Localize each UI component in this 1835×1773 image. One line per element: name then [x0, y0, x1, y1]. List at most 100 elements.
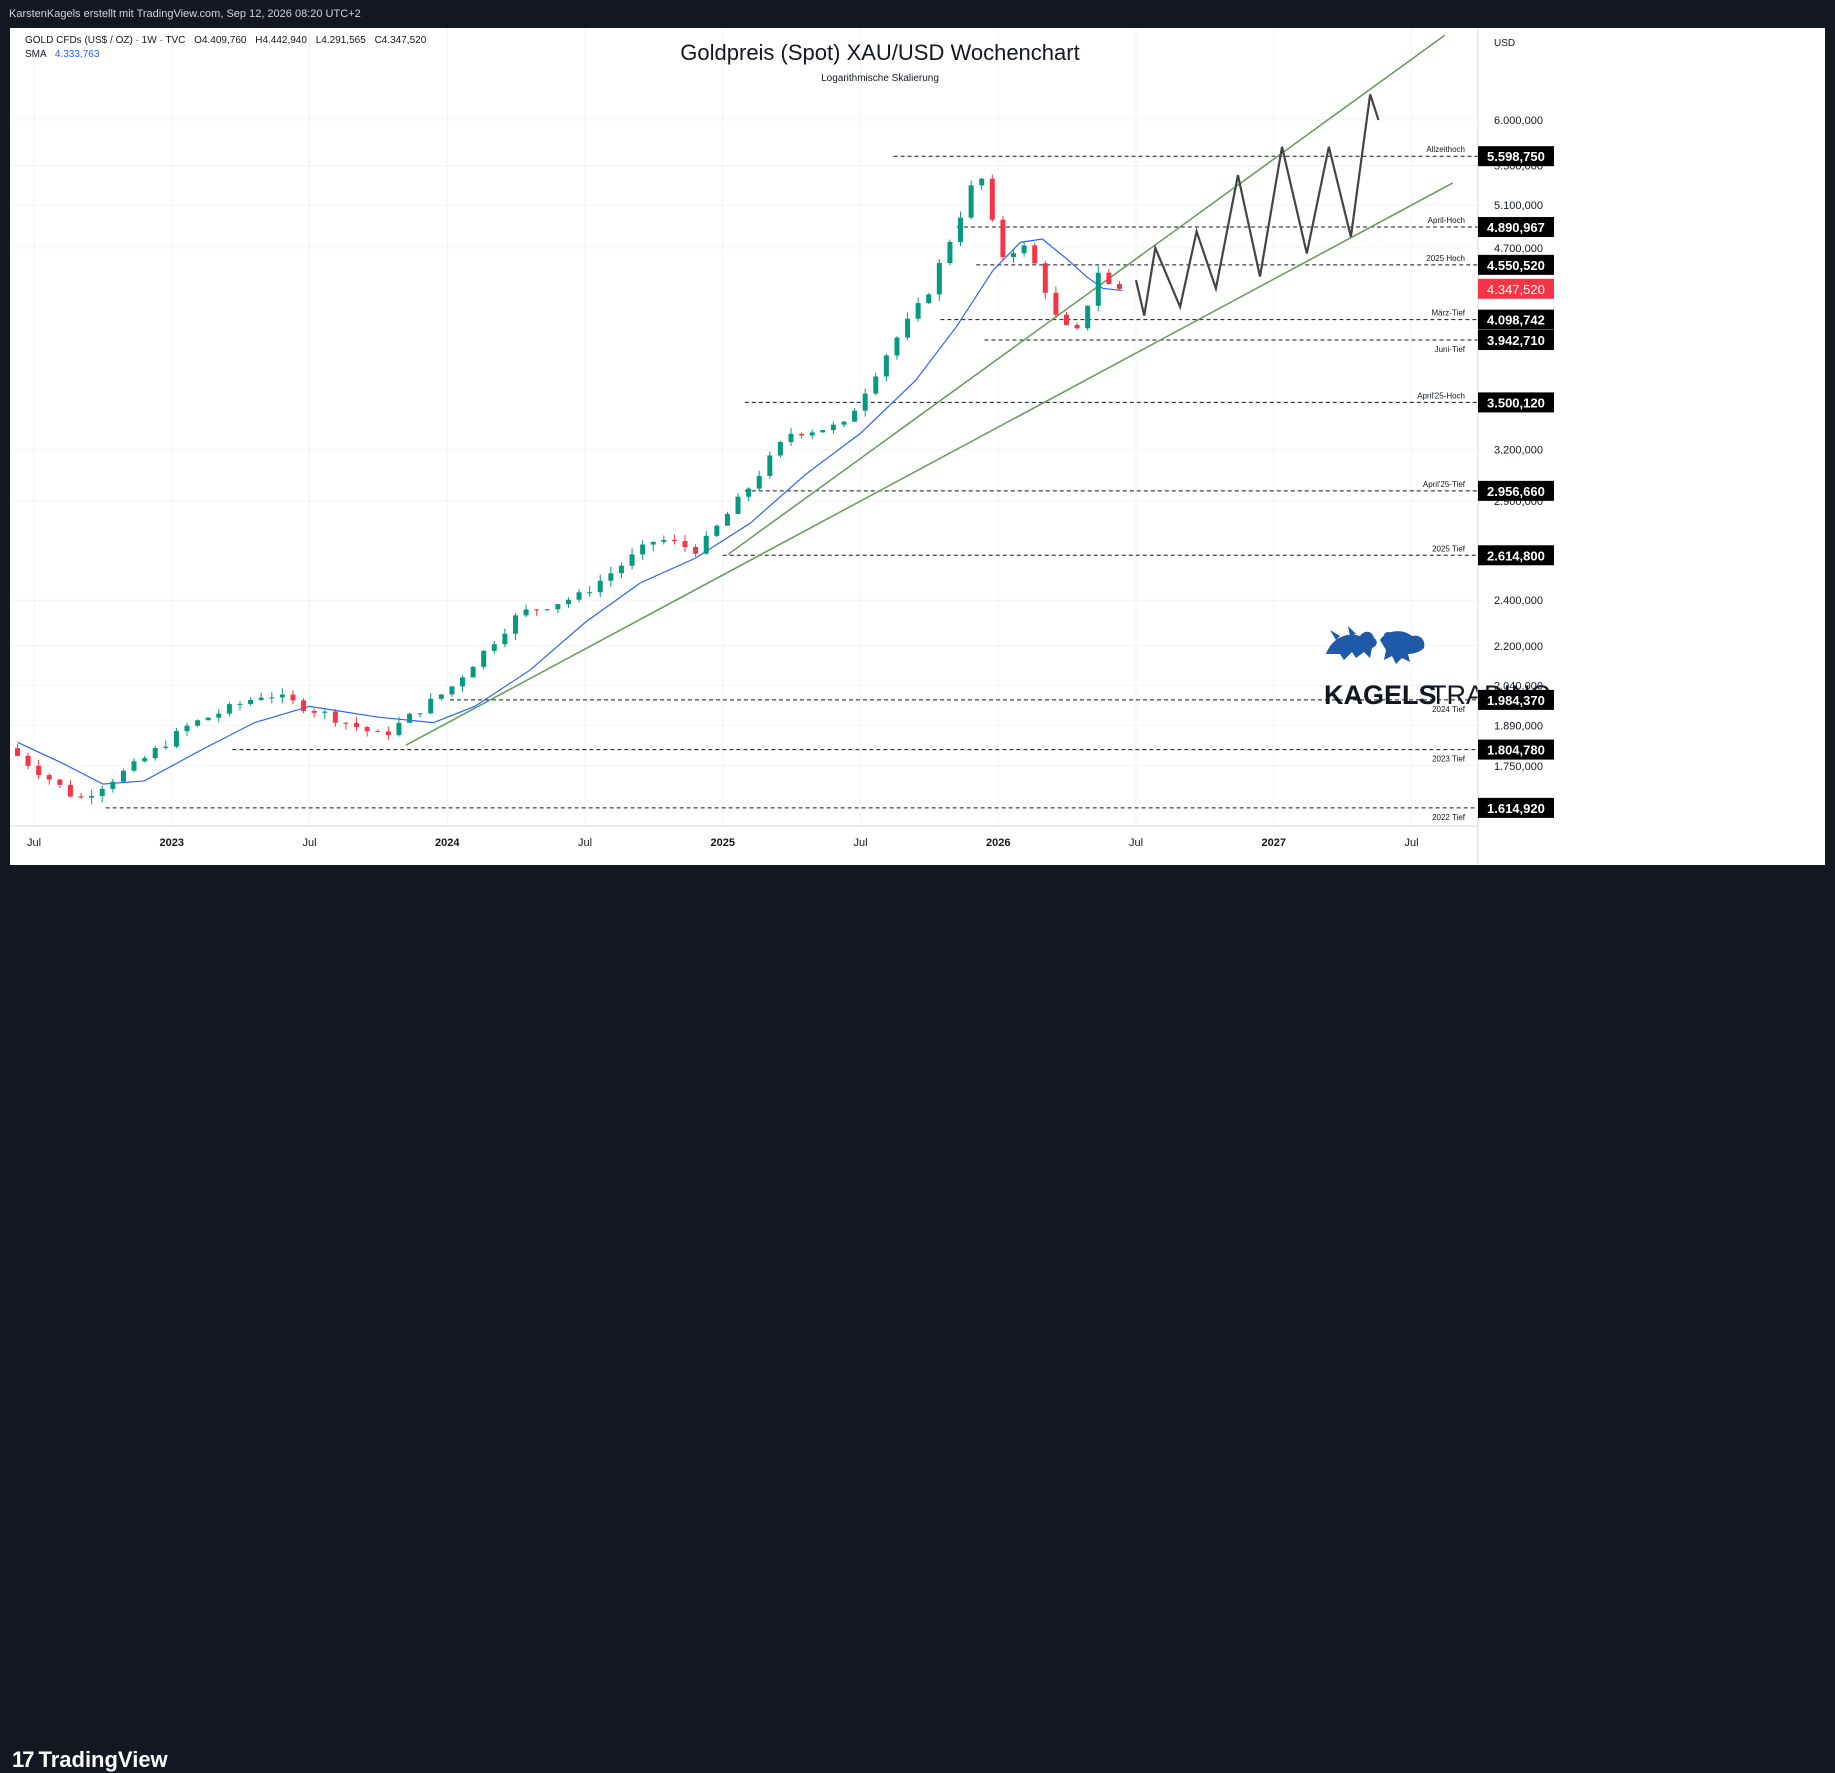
candle-body [767, 455, 773, 476]
candle-body [46, 775, 52, 780]
x-tick-label: 2026 [986, 837, 1010, 849]
tradingview-logo-icon: 17 [12, 1747, 35, 1772]
level-price-badge [1478, 330, 1554, 351]
candle-body [78, 796, 84, 798]
y-tick-label: 5.100,000 [1494, 200, 1543, 212]
time-axis[interactable]: Jul 2023 Jul 2024 Jul 2025 Jul 2026 Jul 2027 Jul [27, 837, 1419, 849]
level-price-badge-text: 5.598,750 [1487, 149, 1545, 164]
candle-body [332, 711, 338, 723]
candle-body [576, 592, 582, 600]
candle-body [1085, 305, 1091, 329]
candle-body [809, 432, 815, 436]
candle-body [979, 178, 985, 186]
legend-sma[interactable]: SMA 4.333,763 [25, 49, 100, 60]
level-name: 2023 Tief [1432, 755, 1466, 764]
bear-icon [1380, 631, 1425, 664]
chart-title: Goldpreis (Spot) XAU/USD Wochenchart [680, 40, 1079, 65]
candle-body [1000, 219, 1006, 257]
candle-body [438, 694, 444, 699]
y-tick-label: 1.890,000 [1494, 720, 1543, 732]
y-tick-label: 2.400,000 [1494, 595, 1543, 607]
level-price-badge [1478, 392, 1554, 413]
tradingview-logo[interactable]: 17 TradingView [12, 1747, 168, 1773]
candle-body [99, 788, 105, 797]
candle-body [555, 604, 561, 610]
y-tick-label: 4.700,000 [1494, 243, 1543, 255]
candle-body [968, 185, 974, 218]
level-price-badge [1478, 146, 1554, 167]
candle-body [788, 433, 794, 443]
tradingview-logo-text: TradingView [38, 1747, 168, 1772]
x-tick-label: Jul [853, 837, 867, 849]
chart-panel[interactable]: Allzeithoch April-Hoch 2025 Hoch März-Tief J… [10, 28, 1825, 865]
candle-body [650, 541, 656, 545]
x-tick-label: 2027 [1262, 837, 1286, 849]
candle-body [1011, 253, 1017, 257]
candle-body [746, 488, 752, 497]
level-price-badge [1478, 480, 1554, 501]
x-tick-label: Jul [1129, 837, 1143, 849]
candle-body [396, 722, 402, 736]
candle-body [131, 761, 137, 771]
currency-label: USD [1494, 38, 1515, 49]
candle-body [703, 535, 709, 554]
candle-body [1095, 272, 1101, 306]
candle-body [756, 475, 762, 489]
candle-body [830, 424, 836, 431]
candle-body [470, 666, 476, 678]
level-name: März-Tief [1432, 309, 1466, 318]
candle-body [926, 294, 932, 304]
price-badges-layer: 5.598,750 4.890,967 4.550,520 4.098,742 3.94… [1478, 146, 1554, 818]
projection-path [1134, 94, 1380, 316]
level-name: April'25-Hoch [1417, 391, 1465, 400]
bull-icon [1326, 626, 1377, 660]
candle-body [237, 704, 243, 706]
chart-subtitle: Logarithmische Skalierung [821, 73, 939, 84]
watermark-brand: KAGELS [1324, 680, 1437, 710]
candle-body [258, 697, 264, 700]
candle-body [629, 554, 635, 566]
y-tick-label: 6.000,000 [1494, 115, 1543, 127]
candle-body [777, 442, 783, 456]
candle-body [894, 337, 900, 356]
candle-body [1074, 324, 1080, 329]
level-price-badge [1478, 309, 1554, 330]
candle-body [205, 717, 211, 721]
candle-body [290, 694, 296, 701]
candle-body [693, 546, 699, 554]
candle-body [57, 779, 63, 785]
candle-body [873, 376, 879, 394]
candle-body [1042, 263, 1048, 293]
candle-body [1053, 292, 1059, 315]
level-name: Juni-Tief [1435, 345, 1466, 354]
candle-body [947, 241, 953, 264]
candle-body [67, 784, 73, 797]
candle-body [142, 758, 148, 762]
candle-body [407, 713, 413, 723]
level-price-badge-text: 4.890,967 [1487, 220, 1545, 235]
price-axis[interactable]: 6.000,0005.500,0005.100,0004.700,0003.20… [1494, 115, 1543, 773]
candle-body [36, 765, 42, 776]
price-chart[interactable]: Allzeithoch April-Hoch 2025 Hoch März-Tief J… [10, 28, 1825, 865]
candle-body [640, 544, 646, 555]
candle-body [375, 731, 381, 733]
x-tick-label: Jul [302, 837, 316, 849]
candle-body [883, 355, 889, 377]
last-price-badge [1478, 278, 1554, 299]
candle-body [481, 650, 487, 667]
candle-body [1021, 245, 1027, 254]
attribution-text: KarstenKagels erstellt mit TradingView.c… [9, 8, 361, 20]
candle-body [491, 644, 497, 651]
x-tick-label: Jul [1404, 837, 1418, 849]
candle-body [152, 748, 158, 759]
level-name: 2025 Tief [1432, 544, 1466, 553]
y-tick-label: 3.200,000 [1494, 444, 1543, 456]
candle-body [279, 694, 285, 698]
candle-body [195, 720, 201, 726]
level-price-badge-text: 1.804,780 [1487, 743, 1545, 758]
x-tick-label: 2024 [435, 837, 460, 849]
candle-body [608, 573, 614, 581]
candle-body [502, 633, 508, 645]
candle-body [841, 421, 847, 425]
legend-symbol[interactable]: GOLD CFDs (US$ / OZ) · 1W · TVC O4.409,7… [25, 35, 427, 46]
